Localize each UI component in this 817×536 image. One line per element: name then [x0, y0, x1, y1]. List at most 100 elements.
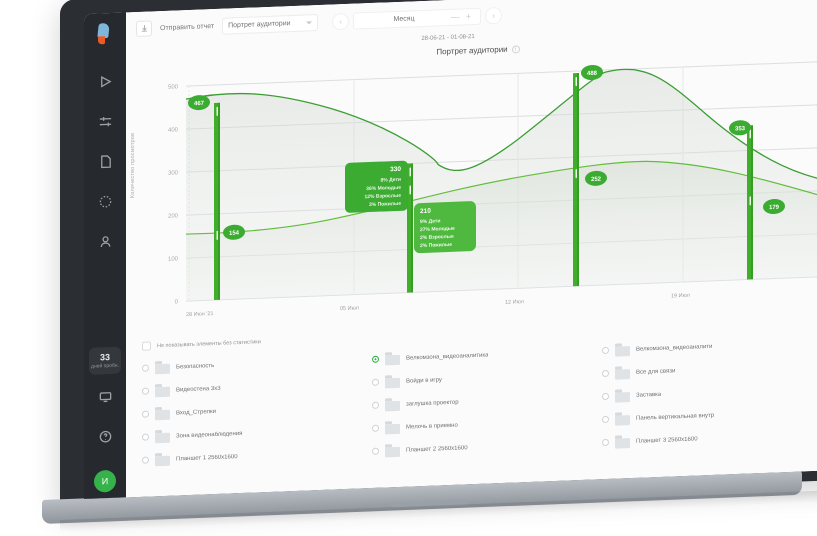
option-radio[interactable] [142, 387, 149, 395]
badge-value: 179 [769, 205, 780, 211]
badge-value: 154 [229, 231, 240, 237]
option-radio[interactable] [602, 346, 609, 355]
element-list: Не показывать элементы без статистики Бе… [126, 309, 817, 498]
sidebar-item-documents[interactable] [90, 149, 120, 180]
trial-days-label: дней пробн. [91, 362, 119, 370]
folder-icon [385, 375, 400, 389]
x-tick: 28 Июн '21 [186, 311, 213, 318]
folder-icon [155, 384, 170, 398]
folder-icon [615, 389, 630, 403]
laptop-screen: 33 дней пробн. И [84, 0, 817, 500]
y-axis-label: Количество просмотров [130, 132, 136, 199]
option-label: Зона видеонаблюдения [176, 430, 243, 439]
x-tick: 19 Июл [671, 293, 690, 300]
period-controls: ‹ Месяц — + › [332, 6, 503, 30]
option-label: Все для связи [636, 367, 676, 376]
option-label: Видеостена 3х3 [176, 385, 221, 393]
next-period-button[interactable]: › [485, 6, 503, 25]
folder-icon [155, 453, 170, 467]
sidebar-item-play[interactable] [90, 69, 120, 100]
hide-empty-checkbox[interactable] [142, 341, 151, 351]
audience-chart[interactable]: 500 400 300 200 100 0 [126, 47, 817, 336]
svg-text:0: 0 [175, 299, 179, 305]
export-report-label[interactable]: Отправить отчет [160, 22, 215, 32]
folder-icon [385, 444, 400, 458]
badge-value: 353 [735, 126, 746, 132]
option-radio[interactable] [372, 401, 379, 409]
svg-text:200: 200 [168, 213, 179, 219]
person-icon [98, 234, 113, 255]
sidebar-item-sliders[interactable] [90, 109, 120, 140]
svg-text:300: 300 [168, 170, 179, 176]
option-radio[interactable] [372, 447, 379, 455]
app-window: 33 дней пробн. И [84, 0, 817, 500]
badge-value: 467 [194, 101, 205, 107]
option-radio[interactable] [142, 364, 149, 372]
period-increase-button[interactable]: + [465, 11, 472, 22]
document-icon [98, 154, 113, 175]
avatar[interactable]: И [94, 469, 116, 493]
option-radio[interactable] [372, 355, 379, 363]
folder-icon [615, 343, 630, 357]
report-type-select[interactable]: Портрет аудитории [222, 13, 319, 35]
marker-bars[interactable] [214, 66, 753, 301]
x-tick: 05 Июл [340, 305, 359, 312]
tooltip-value: 330 [390, 166, 401, 173]
folder-icon [615, 366, 630, 380]
app-logo-icon[interactable] [96, 23, 114, 46]
sidebar-item-help[interactable] [90, 424, 120, 455]
option-label: Вход_Стрелки [176, 408, 216, 416]
tooltip-row: 9% Дети [420, 218, 440, 225]
folder-icon [385, 352, 400, 366]
svg-text:500: 500 [168, 84, 179, 90]
series-lower-fill [186, 161, 817, 302]
prev-period-button[interactable]: ‹ [332, 12, 350, 30]
sidebar-item-profile[interactable] [90, 229, 120, 260]
option-label: Войди в игру [406, 376, 442, 385]
y-tick-labels: 500 400 300 200 100 0 [168, 84, 179, 305]
export-report-icon-button[interactable] [136, 20, 152, 38]
option-label: заглушка проектор [406, 399, 459, 408]
tooltip-row: 2% Взрослые [420, 234, 454, 241]
badge-value: 252 [591, 177, 602, 183]
option-label: Велкомзона_видеоаналити [636, 343, 713, 353]
tooltip-upper[interactable]: 330 8% Дети 36% Молодые 12% Взрослые 3% … [345, 160, 408, 213]
folder-icon [155, 361, 170, 375]
options-column: Велкомзона_видеоаналитика Войди в игру з [372, 340, 588, 463]
toolbar: Отправить отчет Портрет аудитории ‹ Меся… [126, 0, 817, 47]
download-icon [140, 20, 149, 38]
trial-badge[interactable]: 33 дней пробн. [89, 346, 121, 375]
x-tick-labels: 28 Июн '21 05 Июл 12 Июл 19 Июл [186, 293, 690, 318]
option-radio[interactable] [372, 424, 379, 432]
x-tick: 12 Июл [505, 299, 524, 306]
period-decrease-button[interactable]: — [450, 11, 460, 22]
folder-icon [155, 407, 170, 421]
options-column: Велкомзона_видеоаналити Все для связи За [602, 331, 817, 454]
option-radio[interactable] [372, 378, 379, 386]
option-label: Мелочь в приемно [406, 422, 458, 431]
sidebar-item-analytics[interactable] [90, 189, 120, 220]
option-radio[interactable] [602, 392, 609, 401]
period-selector[interactable]: Месяц — + [353, 7, 482, 30]
option-radio[interactable] [602, 438, 609, 447]
chevron-down-icon [306, 20, 313, 24]
series-lower-line [185, 160, 817, 235]
option-label: Панель вертикальная внутр [636, 412, 715, 422]
tooltip-lower[interactable]: 210 9% Дети 27% Молодые 2% Взрослые 2% П… [414, 201, 476, 254]
option-radio[interactable] [602, 415, 609, 424]
tooltip-row: 8% Дети [381, 177, 401, 184]
bar-handles[interactable] [216, 70, 752, 240]
info-icon[interactable]: i [511, 44, 520, 54]
folder-icon [615, 412, 630, 426]
folder-icon [615, 435, 630, 449]
options-column: Безопасность Видеостена 3х3 Вход_Стрелки [142, 348, 358, 471]
sidebar: 33 дней пробн. И [84, 12, 126, 499]
option-radio[interactable] [602, 369, 609, 378]
option-radio[interactable] [142, 456, 149, 464]
main-content: Отправить отчет Портрет аудитории ‹ Меся… [126, 0, 817, 498]
option-radio[interactable] [142, 410, 149, 418]
monitor-icon [98, 389, 113, 410]
value-badges[interactable]: 467 154 488 252 353 179 [188, 58, 785, 242]
option-radio[interactable] [142, 433, 149, 441]
sidebar-item-monitor[interactable] [90, 384, 120, 415]
